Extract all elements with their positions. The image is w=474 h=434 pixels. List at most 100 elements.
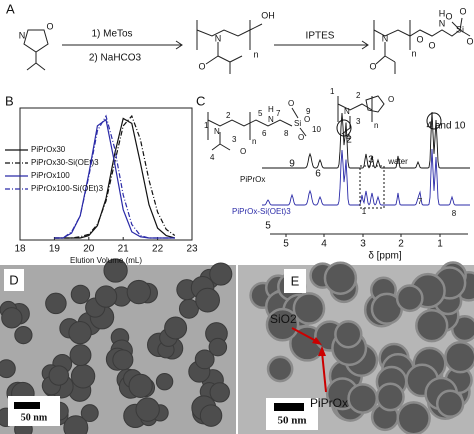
repeat-unit: n bbox=[253, 49, 258, 59]
particle bbox=[70, 364, 96, 389]
repeat-unit: n bbox=[252, 137, 256, 146]
atom: O bbox=[416, 34, 423, 44]
x-tick-label: 1 bbox=[437, 239, 443, 250]
trace-label: PiPrOx-Si(OEt)3 bbox=[232, 207, 291, 216]
annotation: SiO2 bbox=[270, 312, 297, 326]
atom-number: 1 bbox=[330, 87, 335, 96]
particle bbox=[292, 292, 326, 325]
spectrum bbox=[262, 111, 470, 169]
particle bbox=[94, 285, 118, 308]
atom: O bbox=[304, 115, 310, 124]
particle bbox=[14, 325, 33, 345]
x-tick-label: 22 bbox=[152, 244, 164, 255]
atom-number: 3 bbox=[356, 117, 361, 126]
highlight bbox=[359, 165, 385, 209]
repeat-unit: n bbox=[374, 121, 378, 130]
particle bbox=[103, 258, 128, 283]
atom: O bbox=[240, 147, 246, 156]
atom: Si bbox=[456, 24, 464, 34]
panel-label: E bbox=[291, 273, 300, 288]
atom: O bbox=[459, 6, 466, 16]
x-tick-label: 5 bbox=[283, 239, 289, 250]
particle bbox=[265, 307, 300, 342]
label-box bbox=[4, 269, 24, 291]
particles bbox=[0, 258, 474, 434]
particle bbox=[80, 404, 99, 423]
atom-number: 10 bbox=[312, 125, 321, 134]
atom-number: 8 bbox=[284, 129, 289, 138]
atom: H bbox=[268, 105, 274, 114]
x-tick-label: 19 bbox=[49, 244, 61, 255]
series-line bbox=[54, 114, 176, 239]
plot-frame bbox=[19, 107, 193, 241]
atom-number: 6 bbox=[262, 129, 267, 138]
panel-label: C bbox=[196, 93, 205, 108]
atom-number: 2 bbox=[226, 111, 231, 120]
scale-bar bbox=[14, 402, 40, 409]
atom: Si bbox=[294, 119, 301, 128]
atom: O bbox=[466, 36, 473, 46]
atom-number: 4 bbox=[346, 133, 351, 142]
atom: O bbox=[46, 21, 53, 31]
nmr-spectra bbox=[262, 111, 470, 237]
legend-label: PiPrOx30-Si(OEt)3 bbox=[31, 158, 99, 167]
atom-number: 9 bbox=[306, 107, 311, 116]
particle bbox=[164, 316, 188, 340]
x-tick-label: 4 bbox=[321, 239, 327, 250]
peak-label: 5 bbox=[265, 221, 271, 232]
annotation: PiPrOx bbox=[310, 396, 348, 410]
x-axis-title: Elution Volume (mL) bbox=[70, 256, 142, 265]
scale-label: 50 nm bbox=[21, 412, 48, 423]
spectrum bbox=[262, 148, 470, 206]
particle bbox=[45, 292, 67, 315]
atom: N bbox=[19, 30, 26, 40]
particle bbox=[128, 373, 153, 398]
particle bbox=[195, 287, 220, 313]
particle bbox=[126, 279, 152, 305]
atom: N bbox=[268, 115, 274, 124]
atom: O bbox=[428, 40, 435, 50]
atom-number: 4 bbox=[210, 153, 215, 162]
series-line bbox=[54, 117, 175, 239]
particle bbox=[444, 340, 474, 374]
x-axis-title: δ [ppm] bbox=[368, 251, 402, 262]
particle bbox=[375, 382, 405, 412]
particle bbox=[334, 320, 363, 349]
x-tick-label: 2 bbox=[398, 239, 404, 250]
peak-label: 9 bbox=[289, 159, 295, 170]
repeat-unit: n bbox=[411, 48, 416, 58]
scale-label: 50 nm bbox=[277, 415, 306, 427]
reagent: 2) NaHCO3 bbox=[89, 53, 142, 64]
reagent: IPTES bbox=[306, 31, 335, 42]
panel-label: B bbox=[5, 93, 14, 108]
x-tick-label: 18 bbox=[14, 244, 26, 255]
highlight bbox=[426, 112, 442, 130]
atom: O bbox=[388, 95, 394, 104]
legend-label: PiPrOx100-Si(OEt)3 bbox=[31, 184, 104, 193]
particle bbox=[347, 383, 379, 414]
panel-label: A bbox=[6, 1, 15, 16]
nmr-structures bbox=[207, 95, 385, 151]
atom: O bbox=[369, 61, 376, 71]
legend-label: PiPrOx100 bbox=[31, 171, 70, 180]
particle bbox=[135, 397, 160, 422]
atom-number: 1 bbox=[204, 121, 209, 130]
scheme-drawing bbox=[23, 17, 471, 74]
atom: OH bbox=[261, 10, 275, 20]
peak-label: 2 bbox=[346, 135, 352, 146]
particle bbox=[155, 372, 174, 391]
particle bbox=[208, 337, 228, 357]
scale-bar bbox=[274, 403, 304, 411]
x-tick-label: 21 bbox=[118, 244, 130, 255]
x-tick-label: 20 bbox=[83, 244, 95, 255]
atom: O bbox=[298, 133, 304, 142]
trace-label: PiPrOx bbox=[240, 175, 265, 184]
atom: N bbox=[214, 127, 220, 136]
particle bbox=[396, 401, 431, 434]
particle bbox=[70, 284, 91, 305]
atom: N bbox=[439, 18, 446, 28]
gpc-chart: 18 19 20 21 22 23 Elution Volume (mL) PiPrOx30 P… bbox=[5, 107, 198, 265]
atom: H bbox=[439, 8, 446, 18]
particle bbox=[323, 261, 358, 295]
